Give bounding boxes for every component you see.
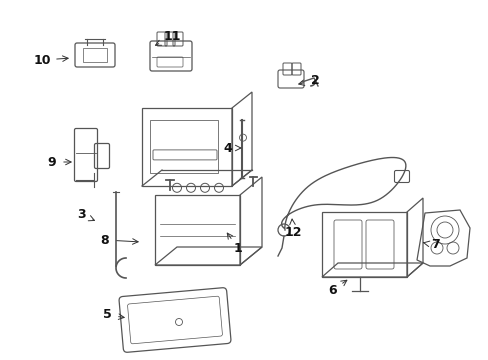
Text: 10: 10 <box>33 54 51 67</box>
Text: 11: 11 <box>163 31 181 44</box>
Text: 2: 2 <box>310 73 319 86</box>
Text: 9: 9 <box>48 156 56 168</box>
Text: 1: 1 <box>233 242 242 255</box>
Text: 8: 8 <box>101 234 109 247</box>
Text: 5: 5 <box>102 309 111 321</box>
Text: 7: 7 <box>430 238 439 252</box>
Text: 6: 6 <box>328 284 337 297</box>
Text: 12: 12 <box>284 225 301 238</box>
Text: 3: 3 <box>78 208 86 221</box>
Text: 4: 4 <box>223 141 232 154</box>
